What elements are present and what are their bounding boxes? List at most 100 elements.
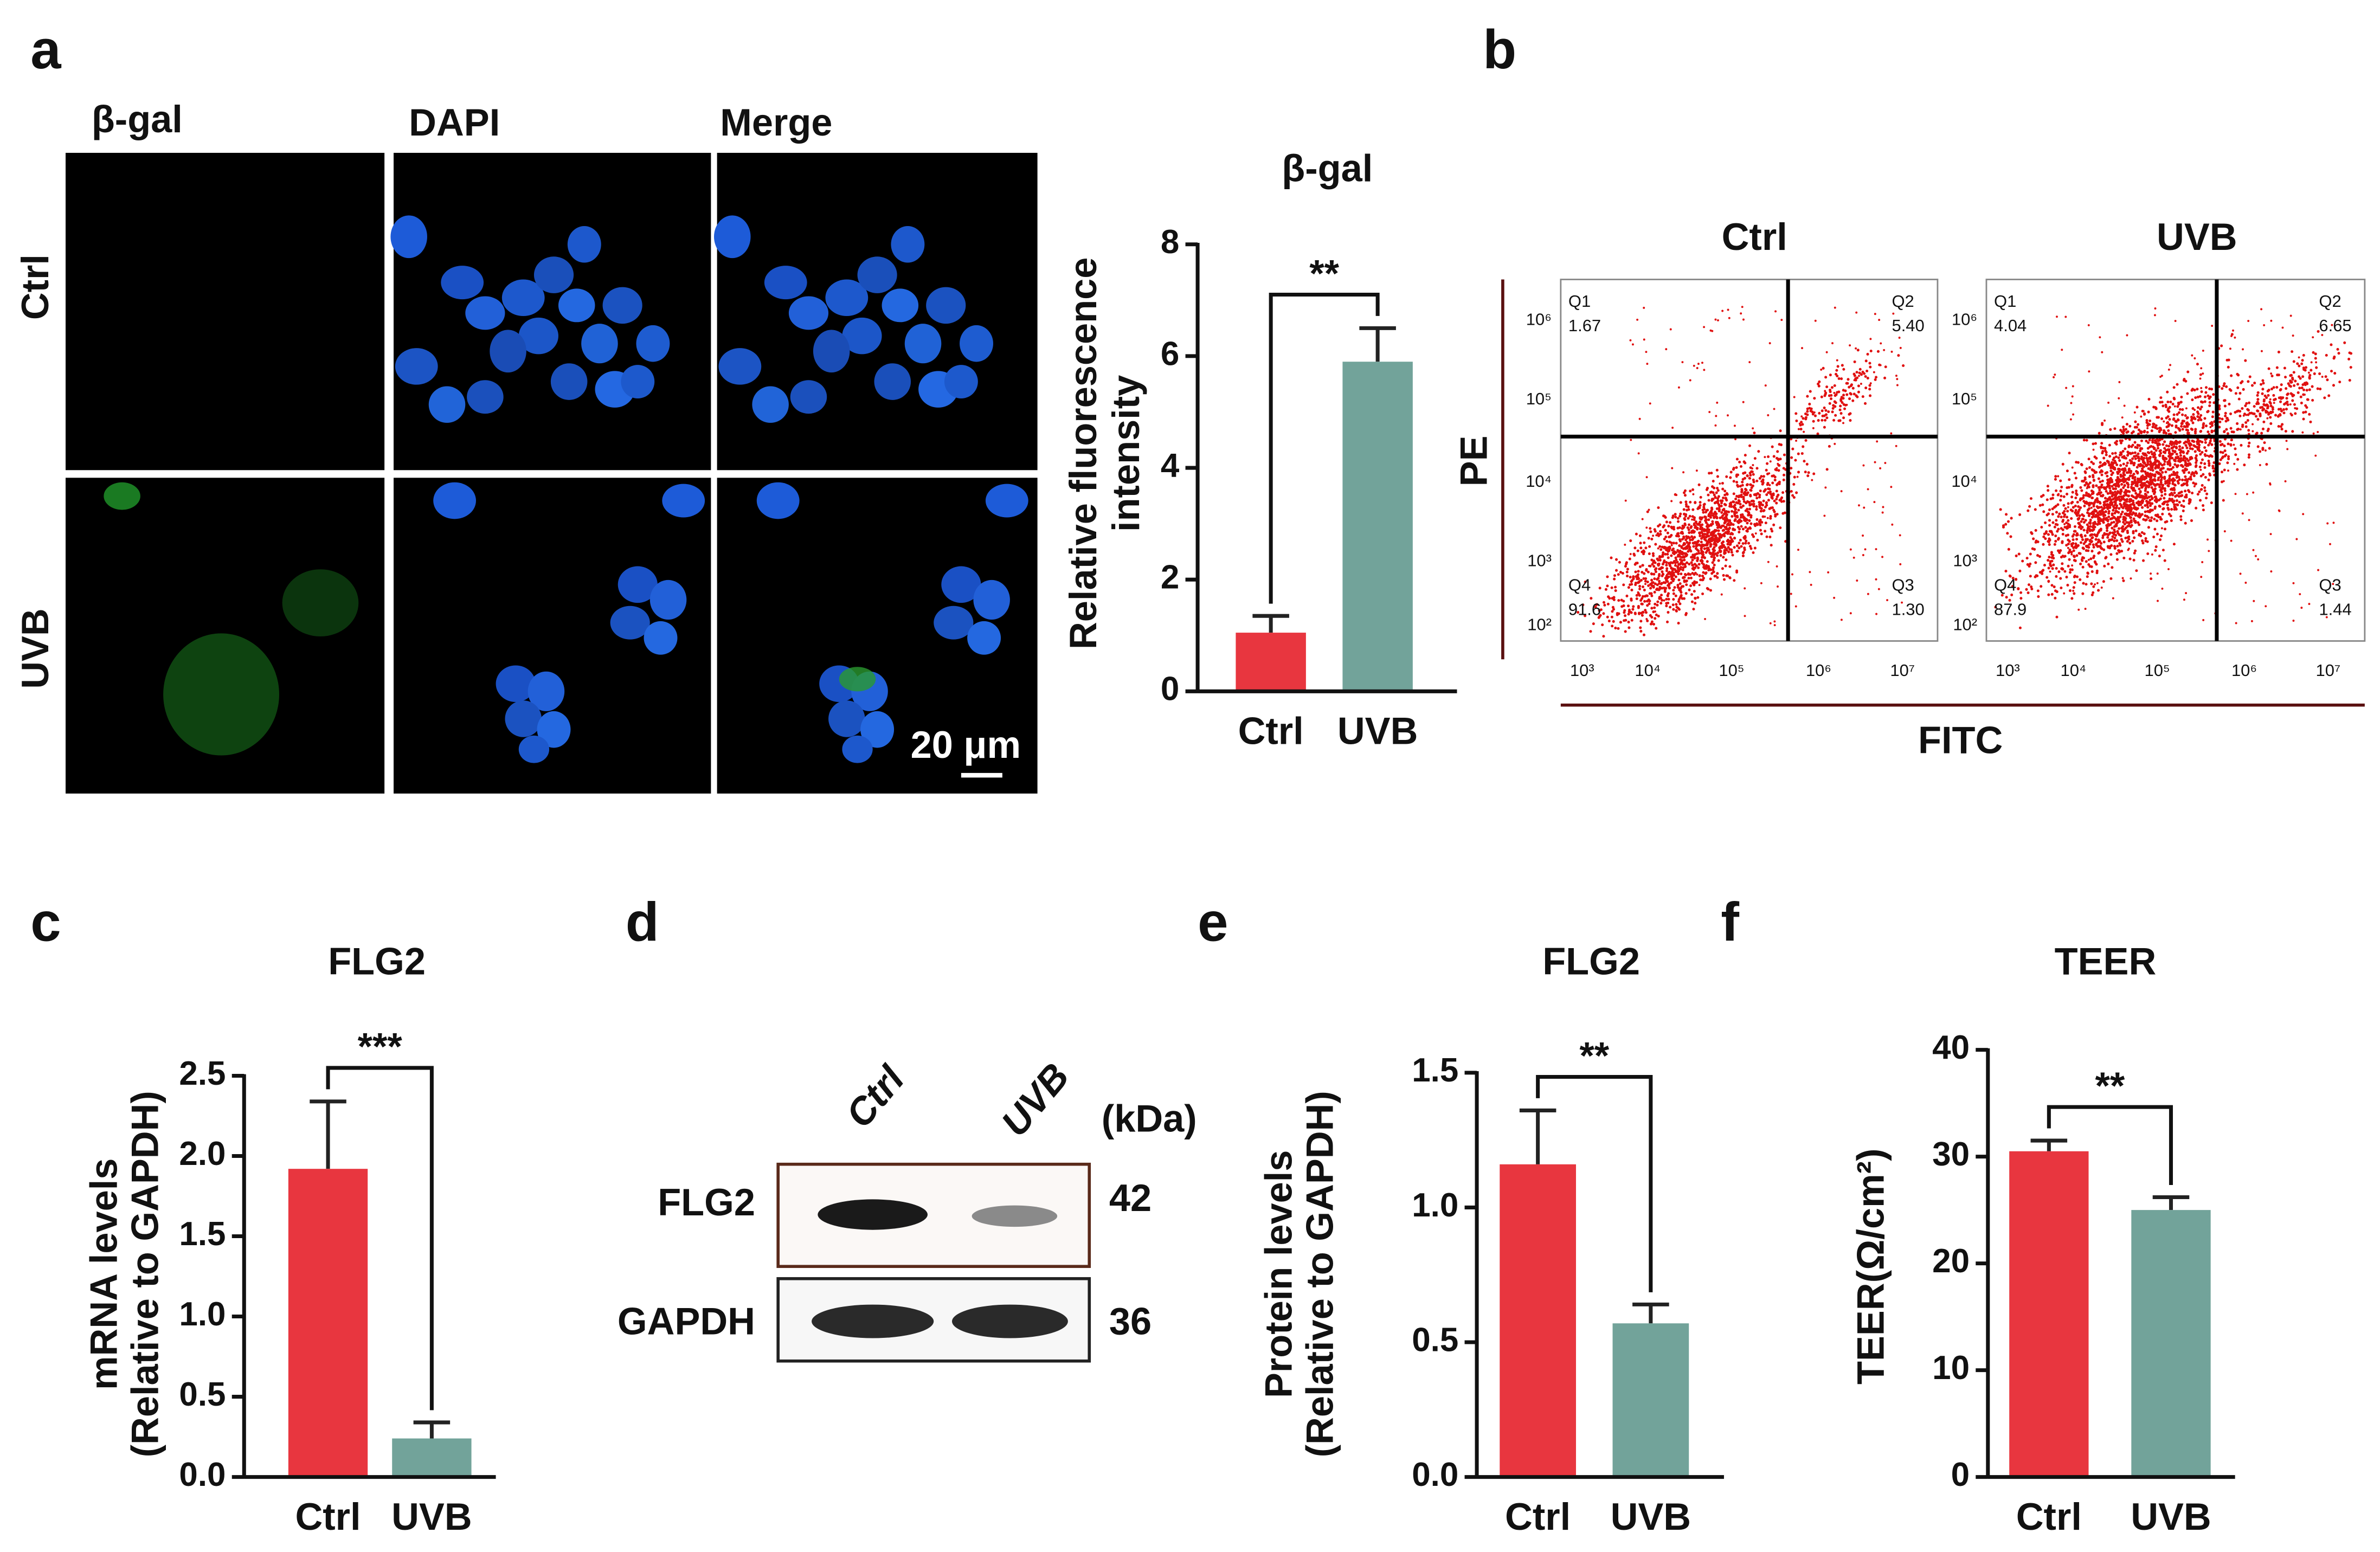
event-dot	[2325, 616, 2328, 619]
event-dot	[2080, 520, 2083, 523]
band-label: FLG2	[658, 1181, 755, 1223]
event-dot	[1706, 523, 1709, 526]
event-dot	[1720, 511, 1723, 514]
event-dot	[2244, 421, 2248, 424]
event-dot	[2147, 456, 2151, 460]
event-dot	[1808, 402, 1811, 405]
event-dot	[2314, 357, 2317, 360]
event-dot	[2068, 558, 2071, 561]
event-dot	[2074, 476, 2077, 480]
event-dot	[1809, 571, 1811, 574]
event-dot	[1759, 510, 1763, 513]
event-dot	[1806, 407, 1809, 410]
event-dot	[2061, 520, 2064, 523]
event-dot	[1798, 422, 1801, 425]
event-dot	[2072, 589, 2075, 592]
event-dot	[1721, 487, 1725, 491]
event-dot	[1653, 577, 1656, 581]
event-dot	[2143, 532, 2146, 536]
event-dot	[1708, 411, 1711, 414]
event-dot	[2121, 540, 2124, 543]
event-dot	[2291, 394, 2294, 398]
event-dot	[2149, 499, 2152, 502]
event-dot	[2308, 413, 2311, 416]
event-dot	[2047, 540, 2050, 543]
event-dot	[1683, 494, 1687, 497]
event-dot	[2191, 398, 2194, 402]
event-dot	[2138, 487, 2141, 491]
event-dot	[1688, 545, 1691, 548]
event-dot	[1687, 517, 1690, 520]
event-dot	[1693, 364, 1695, 367]
event-dot	[2210, 443, 2214, 446]
event-dot	[2133, 551, 2136, 555]
event-dot	[1677, 578, 1681, 582]
event-dot	[1688, 541, 1691, 545]
event-dot	[2075, 490, 2078, 493]
event-dot	[2225, 385, 2228, 388]
event-dot	[1642, 549, 1645, 552]
event-dot	[2266, 407, 2269, 409]
event-dot	[2223, 399, 2227, 402]
event-dot	[2176, 471, 2179, 474]
event-dot	[1723, 490, 1727, 493]
event-dot	[2195, 454, 2198, 458]
event-dot	[1721, 496, 1725, 500]
event-dot	[1827, 571, 1830, 574]
event-dot	[1650, 578, 1654, 582]
event-dot	[2199, 408, 2202, 411]
event-dot	[2289, 381, 2293, 384]
event-dot	[1664, 546, 1667, 549]
event-dot	[2071, 466, 2074, 469]
event-dot	[1695, 469, 1698, 472]
event-dot	[1700, 530, 1703, 534]
event-dot	[2081, 525, 2084, 529]
y-tick-label: 0	[1161, 671, 1179, 708]
event-dot	[1807, 471, 1810, 474]
event-dot	[1719, 554, 1722, 557]
event-dot	[1754, 524, 1757, 527]
event-dot	[2270, 388, 2274, 391]
event-dot	[1644, 611, 1648, 614]
event-dot	[2067, 486, 2070, 489]
event-dot	[2163, 420, 2165, 423]
event-dot	[2132, 430, 2135, 433]
event-dot	[2279, 425, 2282, 428]
event-dot	[1614, 589, 1617, 593]
event-dot	[1776, 467, 1778, 469]
y-tick-label: 2	[1161, 559, 1179, 596]
event-dot	[2100, 586, 2103, 589]
event-dot	[1642, 552, 1645, 556]
event-dot	[2090, 511, 2094, 514]
event-dot	[2135, 405, 2139, 409]
event-dot	[1834, 372, 1838, 376]
event-dot	[2154, 549, 2157, 552]
event-dot	[1668, 587, 1671, 590]
event-dot	[1829, 373, 1832, 377]
event-dot	[2219, 443, 2223, 447]
event-dot	[1736, 520, 1740, 523]
event-dot	[1692, 566, 1695, 569]
event-dot	[1732, 480, 1735, 483]
event-dot	[2137, 452, 2140, 455]
event-dot	[1706, 533, 1709, 536]
event-dot	[2184, 490, 2187, 493]
event-dot	[1778, 443, 1781, 446]
event-dot	[2223, 468, 2226, 472]
event-dot	[1677, 553, 1681, 557]
event-dot	[2229, 427, 2233, 430]
event-dot	[1817, 384, 1821, 388]
event-dot	[1716, 475, 1719, 478]
event-dot	[1733, 504, 1736, 507]
event-dot	[1753, 457, 1757, 460]
event-dot	[1706, 587, 1709, 590]
event-dot	[2173, 397, 2176, 401]
event-dot	[1659, 548, 1663, 551]
event-dot	[2104, 497, 2107, 500]
event-dot	[2040, 585, 2043, 588]
event-dot	[2194, 470, 2197, 473]
event-dot	[1760, 532, 1763, 536]
event-dot	[2269, 533, 2272, 536]
event-dot	[2221, 387, 2224, 390]
event-dot	[2054, 373, 2056, 376]
